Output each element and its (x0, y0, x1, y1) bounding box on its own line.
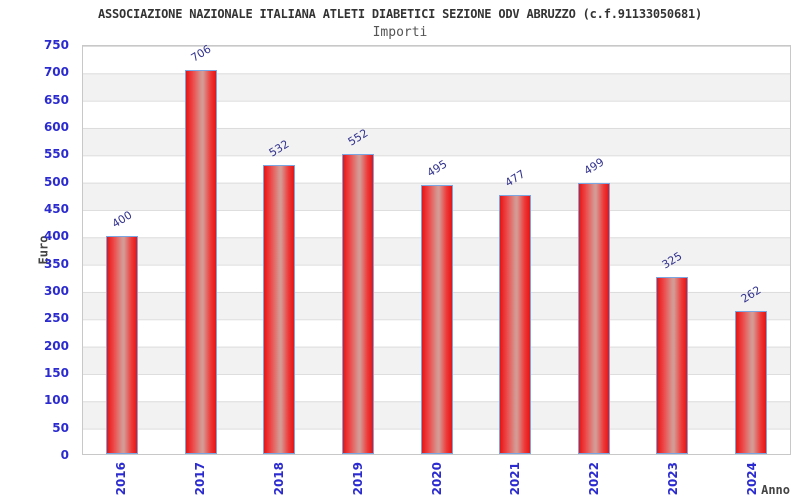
bar-2024 (734, 311, 767, 454)
bar-column: 706 (162, 42, 241, 454)
y-tick-label: 600 (43, 120, 69, 134)
x-tick: 2017 (161, 457, 240, 499)
bar-column: 552 (319, 46, 398, 454)
bar-2020 (420, 184, 453, 454)
y-tick-label: 500 (43, 174, 69, 189)
x-tick-label: 2020 (429, 462, 444, 496)
bar-2017 (184, 69, 217, 454)
bar-value-label: 499 (581, 154, 607, 178)
bar-value-label: 552 (345, 126, 371, 149)
bar-2023 (656, 277, 689, 454)
x-tick: 2022 (555, 457, 634, 499)
bar-column: 262 (712, 46, 791, 454)
plot-area: 400 706 532 552 495 477 499 325 262 (82, 42, 791, 455)
x-tick-label: 2023 (665, 462, 680, 496)
bar-column: 499 (554, 46, 633, 454)
x-tick: 2021 (476, 457, 555, 499)
bar-value-label: 325 (659, 249, 685, 272)
x-tick: 2016 (82, 457, 161, 499)
y-tick-label: 650 (43, 92, 69, 107)
x-tick: 2018 (240, 457, 319, 499)
bar-value-label: 532 (267, 137, 292, 160)
y-tick-label: 350 (43, 256, 69, 271)
bar-2019 (341, 153, 374, 454)
y-tick-label: 700 (43, 65, 69, 80)
y-tick-label: 0 (60, 448, 69, 462)
bar-column: 532 (240, 46, 319, 454)
bar-value-label: 477 (502, 166, 528, 190)
bar-2022 (577, 182, 610, 454)
x-tick-label: 2016 (114, 462, 129, 496)
y-tick-label: 300 (43, 284, 69, 298)
bar-value-label: 706 (188, 42, 214, 65)
y-axis-labels: 0 50 100 150 200 250 300 350 400 450 500 550 600 650 7… (0, 38, 76, 462)
y-tick-label: 550 (43, 147, 69, 162)
bar-2018 (263, 164, 296, 454)
bar-2016 (106, 236, 139, 454)
bar-2021 (499, 194, 532, 454)
y-tick-label: 200 (43, 338, 69, 353)
bar-column: 477 (476, 46, 555, 454)
y-tick-label: 250 (43, 311, 69, 326)
x-tick: 2023 (633, 457, 712, 499)
x-tick-label: 2021 (508, 462, 523, 496)
bar-value-label: 495 (424, 157, 449, 180)
bar-value-label: 400 (109, 208, 135, 231)
y-tick-label: 400 (43, 229, 69, 244)
bar-column: 325 (633, 46, 712, 454)
bars-row: 400 706 532 552 495 477 499 325 262 (83, 42, 791, 454)
x-axis-labels: 2016 2017 2018 2019 2020 2021 2022 2023 2024 (82, 457, 791, 499)
x-tick-label: 2024 (744, 462, 759, 496)
y-tick-label: 150 (43, 366, 69, 380)
x-tick-label: 2018 (271, 462, 286, 496)
y-tick-label: 50 (52, 420, 69, 435)
y-tick-label: 750 (43, 38, 69, 52)
y-tick-label: 100 (43, 393, 69, 408)
x-tick: 2019 (318, 457, 397, 499)
bar-value-label: 262 (738, 283, 764, 307)
chart-title: ASSOCIAZIONE NAZIONALE ITALIANA ATLETI D… (97, 7, 703, 21)
x-axis-title: Anno (761, 483, 790, 497)
x-tick: 2020 (397, 457, 476, 499)
x-tick-label: 2019 (350, 462, 365, 496)
chart-subtitle: Importi (372, 25, 428, 40)
y-tick-label: 450 (43, 202, 69, 216)
x-tick-label: 2022 (587, 462, 602, 496)
x-tick-label: 2017 (193, 462, 208, 496)
bar-column: 495 (397, 46, 476, 454)
bar-column: 400 (83, 46, 162, 454)
